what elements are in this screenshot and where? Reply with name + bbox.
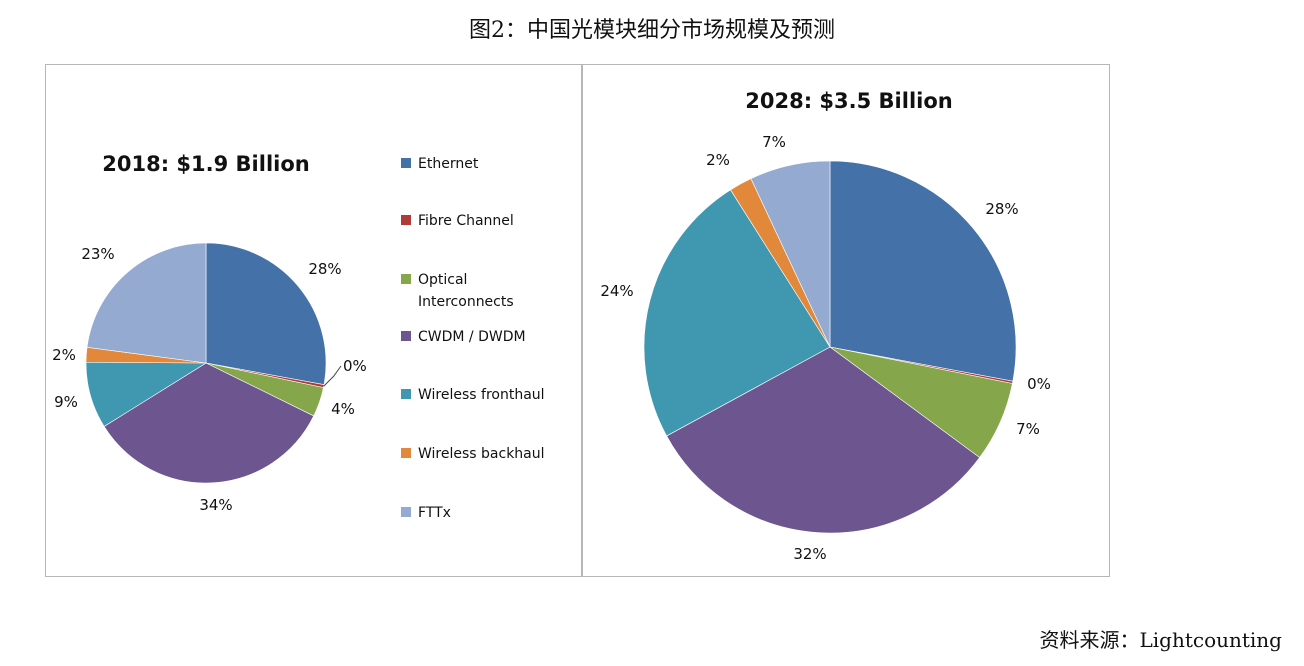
- legend-label-cwdm-dwdm: CWDM / DWDM: [418, 329, 526, 345]
- data-label-wireless-backhaul: 2%: [52, 346, 76, 364]
- legend-swatch-fibre-channel: [401, 215, 411, 225]
- pie-slice-fttx: [750, 160, 831, 348]
- legend: Ethernet Fibre Channel Optical Interconnect…: [401, 156, 545, 521]
- data-label-optical-interconnects: 7%: [1016, 420, 1040, 438]
- pie-slices: [85, 242, 327, 484]
- pie-slice-ethernet: [829, 160, 1017, 382]
- pie-chart-2028: 2028: $3.5 Billion 28% 0% 7% 32% 24% 2% 7%: [600, 89, 1051, 563]
- pie-slice-wireless-fronthaul: [643, 189, 831, 437]
- legend-swatch-wireless-backhaul: [401, 448, 411, 458]
- pie-slice-ethernet: [205, 242, 327, 386]
- chart-panel-2018: 2018: $1.9 Billion 28% 0% 4% 34% 9% 2% 23% Eth…: [45, 64, 582, 577]
- data-labels: 28% 0% 7% 32% 24% 2% 7%: [600, 133, 1051, 563]
- source-note: 资料来源：Lightcounting: [1039, 628, 1282, 652]
- legend-label-optical-interconnects: Interconnects: [418, 294, 514, 310]
- figure-title: 图2：中国光模块细分市场规模及预测: [469, 18, 835, 43]
- data-label-cwdm-dwdm: 34%: [199, 496, 232, 514]
- legend-swatch-optical-interconnects: [401, 274, 411, 284]
- pie-slice-fttx: [86, 242, 207, 364]
- data-label-wireless-fronthaul: 9%: [54, 393, 78, 411]
- data-label-fibre-channel: 0%: [1027, 375, 1051, 393]
- chart-title: 2018: $1.9 Billion: [102, 152, 309, 176]
- data-label-optical-interconnects: 4%: [331, 400, 355, 418]
- data-label-wireless-backhaul: 2%: [706, 151, 730, 169]
- data-label-fttx: 7%: [762, 133, 786, 151]
- legend-label-fttx: FTTx: [418, 505, 451, 521]
- legend-swatch-ethernet: [401, 158, 411, 168]
- data-label-ethernet: 28%: [985, 200, 1018, 218]
- legend-swatch-cwdm-dwdm: [401, 331, 411, 341]
- legend-label-wireless-fronthaul: Wireless fronthaul: [418, 387, 545, 403]
- data-label-cwdm-dwdm: 32%: [793, 545, 826, 563]
- legend-label-fibre-channel: Fibre Channel: [418, 213, 514, 229]
- pie-slice-cwdm-dwdm: [103, 362, 315, 484]
- legend-label-wireless-backhaul: Wireless backhaul: [418, 446, 545, 462]
- legend-swatch-fttx: [401, 507, 411, 517]
- legend-swatch-wireless-fronthaul: [401, 389, 411, 399]
- chart-panel-2028: 2028: $3.5 Billion 28% 0% 7% 32% 24% 2% 7%: [582, 64, 1110, 577]
- data-labels: 28% 0% 4% 34% 9% 2% 23%: [52, 245, 367, 514]
- pie-chart-2018: 2018: $1.9 Billion 28% 0% 4% 34% 9% 2% 23% Eth…: [52, 152, 545, 521]
- legend-label-ethernet: Ethernet: [418, 156, 479, 172]
- data-label-wireless-fronthaul: 24%: [600, 282, 633, 300]
- leader-line: [323, 365, 342, 387]
- data-label-fibre-channel: 0%: [343, 357, 367, 375]
- chart-title: 2028: $3.5 Billion: [745, 89, 952, 113]
- data-label-ethernet: 28%: [308, 260, 341, 278]
- data-label-fttx: 23%: [81, 245, 114, 263]
- legend-label-optical-interconnects: Optical: [418, 272, 467, 288]
- pie-slices: [643, 160, 1017, 534]
